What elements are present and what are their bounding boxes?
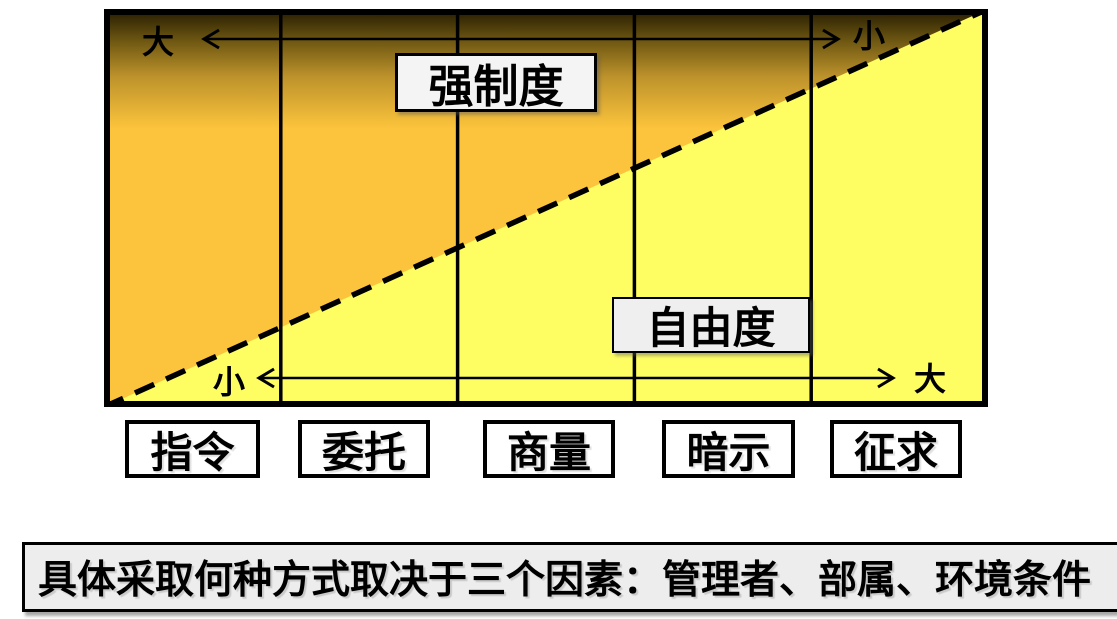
arrowhead-left-icon	[201, 28, 220, 50]
method-box-hint: 暗示	[662, 420, 795, 478]
coercion-left-label: 大	[141, 24, 174, 60]
arrowhead-left-icon	[256, 367, 275, 389]
method-box-delegate: 委托	[298, 420, 430, 478]
method-box-solicit: 征求	[830, 420, 962, 478]
freedom-axis-arrow	[256, 367, 896, 389]
arrowhead-right-icon	[877, 367, 896, 389]
freedom-right-label: 大	[913, 361, 946, 397]
freedom-title: 自由度	[612, 297, 810, 353]
freedom-left-label: 小	[212, 364, 245, 400]
method-box-consult: 商量	[483, 420, 615, 478]
summary-note: 具体采取何种方式取决于三个因素：管理者、部属、环境条件	[22, 542, 1117, 612]
diagonal-boundary	[102, 6, 990, 410]
method-box-directive: 指令	[125, 420, 260, 478]
chart-border	[104, 9, 988, 407]
coercion-axis-arrow	[201, 28, 841, 50]
coercion-right-label: 小	[852, 18, 885, 54]
coercion-title: 强制度	[395, 53, 597, 112]
arrowhead-right-icon	[822, 28, 841, 50]
